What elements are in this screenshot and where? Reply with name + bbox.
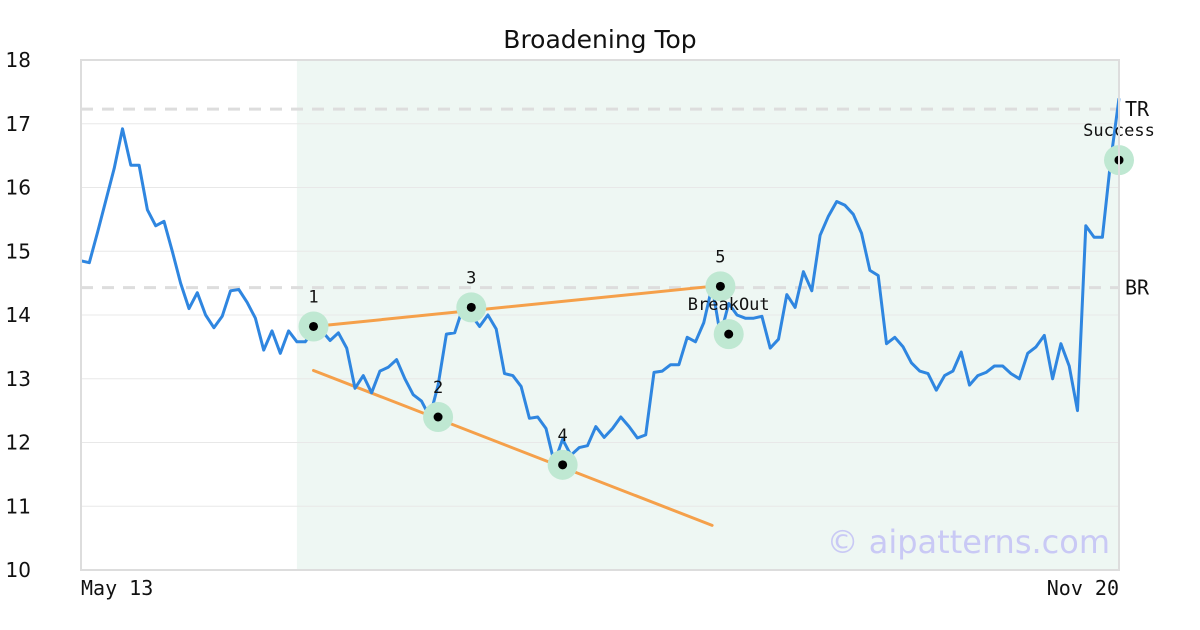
level-lines: TR BR xyxy=(81,97,1150,300)
y-tick-label: 11 xyxy=(6,494,31,518)
level-label: BR xyxy=(1125,276,1150,300)
y-tick-label: 17 xyxy=(6,112,31,136)
x-end-label: Nov 20 xyxy=(1047,576,1119,600)
y-tick-label: 18 xyxy=(6,48,31,72)
point-label: 3 xyxy=(466,268,476,288)
trendline xyxy=(312,284,714,328)
point-label: 2 xyxy=(433,378,443,398)
y-axis-ticks: 10 11 12 13 14 15 16 17 18 xyxy=(6,48,31,582)
point-label: 5 xyxy=(715,247,725,267)
y-tick-label: 10 xyxy=(6,558,31,582)
chart-title: Broadening Top xyxy=(503,25,696,54)
y-tick-label: 14 xyxy=(6,303,31,327)
watermark: © aipatterns.com xyxy=(827,523,1110,561)
point-marker xyxy=(558,460,568,470)
price-series xyxy=(80,98,1121,465)
point-label: BreakOut xyxy=(688,295,770,315)
trendline xyxy=(312,368,714,527)
y-tick-label: 12 xyxy=(6,431,31,455)
point-marker xyxy=(466,302,476,312)
plot-frame xyxy=(80,59,1120,571)
y-tick-label: 16 xyxy=(6,176,31,200)
x-start-label: May 13 xyxy=(81,576,153,600)
point-marker xyxy=(715,281,725,291)
point-marker xyxy=(433,412,443,422)
point-marker xyxy=(309,321,319,331)
y-tick-label: 13 xyxy=(6,367,31,391)
price-line xyxy=(80,98,1121,465)
y-tick-label: 15 xyxy=(6,239,31,263)
point-label: 4 xyxy=(558,426,568,446)
point-marker xyxy=(724,329,734,339)
point-label: 1 xyxy=(308,287,318,307)
level-label: TR xyxy=(1125,97,1150,121)
trendlines xyxy=(312,284,714,527)
